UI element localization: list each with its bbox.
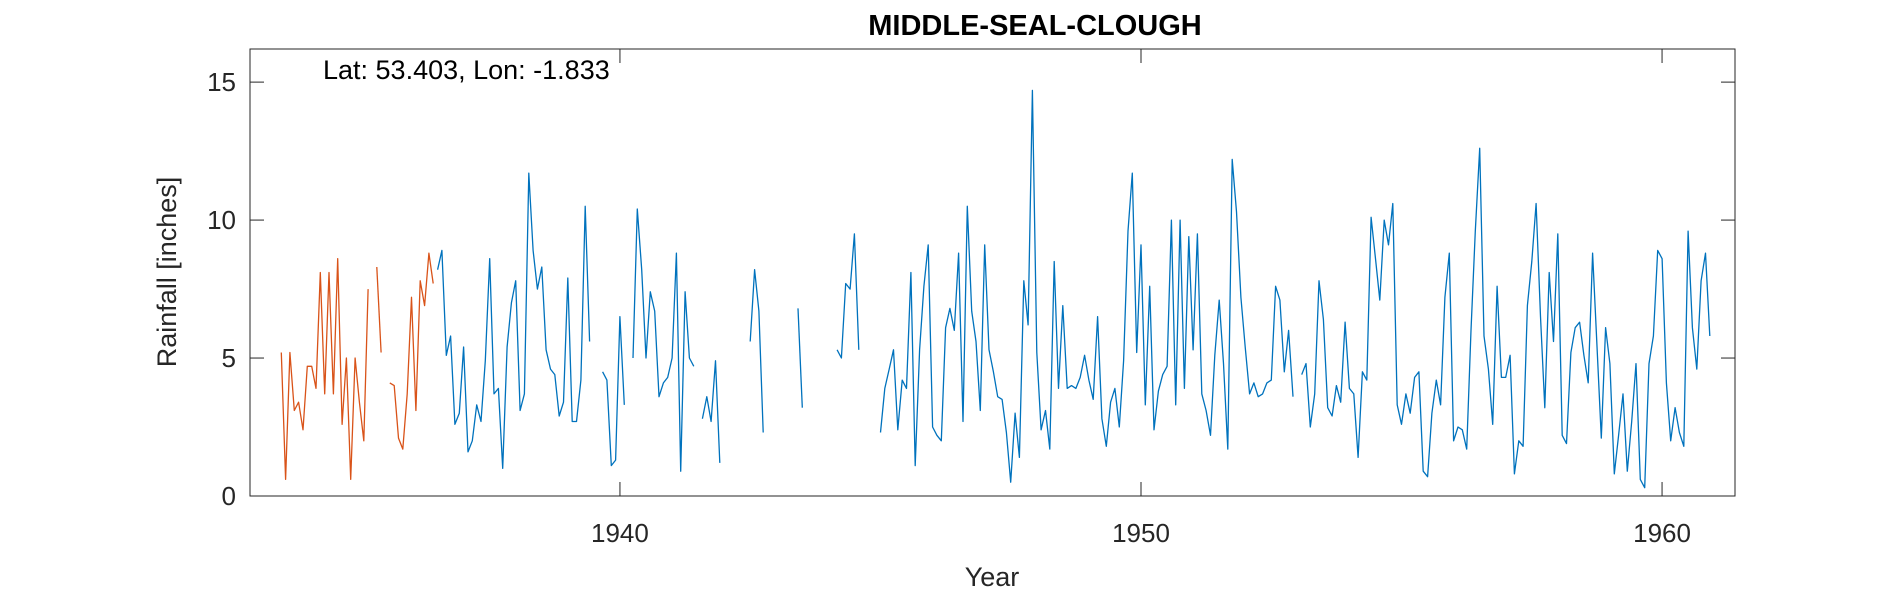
x-tick-label: 1940 — [591, 518, 649, 548]
axis-ticks: 0 5 10 15 1940 1950 1960 — [207, 49, 1735, 548]
y-tick-label: 0 — [222, 481, 236, 511]
x-axis-label: Year — [965, 562, 1020, 591]
series-2-line-segment — [879, 89, 1294, 483]
series-2-line-segment — [1301, 147, 1711, 489]
y-tick-label: 15 — [207, 67, 236, 97]
location-annotation: Lat: 53.403, Lon: -1.833 — [323, 55, 610, 85]
series-2-line-segment — [701, 360, 721, 463]
series-2-line-segment — [749, 269, 764, 433]
series-2-line-segment — [436, 172, 591, 470]
series-2-line-segment — [797, 308, 803, 408]
plot-area-frame — [249, 48, 1736, 497]
y-tick-label: 5 — [222, 343, 236, 373]
series-2-line-segment — [602, 315, 625, 467]
chart-title: MIDDLE-SEAL-CLOUGH — [868, 10, 1201, 42]
data-series — [280, 89, 1711, 489]
series-1-line-segment — [389, 252, 434, 450]
series-2-line-segment — [632, 208, 695, 472]
series-1-line-segment — [280, 258, 369, 481]
x-tick-label: 1950 — [1112, 518, 1170, 548]
x-tick-label: 1960 — [1633, 518, 1691, 548]
y-tick-label: 10 — [207, 205, 236, 235]
series-2-line-segment — [836, 233, 860, 359]
y-axis-label: Rainfall [inches] — [152, 177, 182, 368]
series-1-line-segment — [376, 266, 382, 353]
